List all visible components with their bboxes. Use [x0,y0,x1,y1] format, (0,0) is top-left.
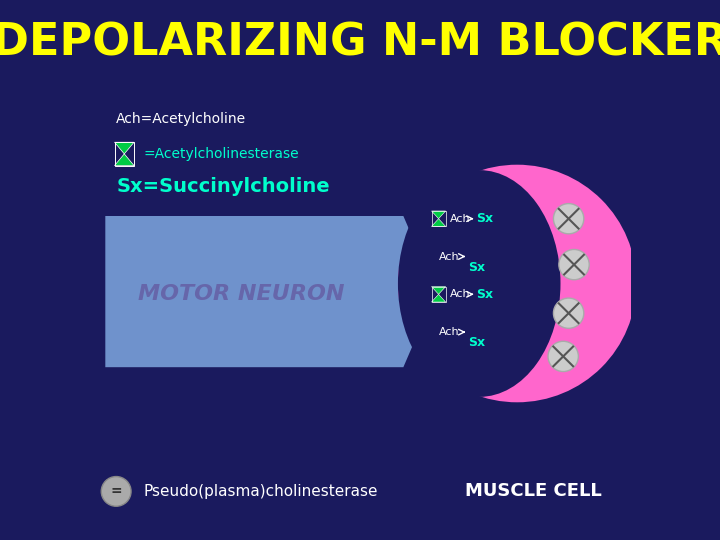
Text: Ach: Ach [438,252,459,261]
Circle shape [554,298,584,328]
Polygon shape [431,294,446,302]
Text: =Acetylcholinesterase: =Acetylcholinesterase [143,147,299,161]
Text: =: = [110,484,122,498]
Text: DEPOLARIZING N-M BLOCKER: DEPOLARIZING N-M BLOCKER [0,22,720,65]
Text: Sx: Sx [469,261,485,274]
Text: Ach: Ach [449,289,470,299]
Ellipse shape [398,170,560,397]
Ellipse shape [102,476,131,507]
Circle shape [548,341,578,372]
Circle shape [398,165,636,402]
Text: Pseudo(plasma)cholinesterase: Pseudo(plasma)cholinesterase [143,484,378,499]
Text: Ach=Acetylcholine: Ach=Acetylcholine [116,112,246,126]
Text: Sx: Sx [477,212,494,225]
Text: Ach: Ach [449,214,470,224]
Polygon shape [105,216,436,367]
Polygon shape [114,142,134,154]
Polygon shape [431,219,446,226]
Polygon shape [431,287,446,294]
Text: Sx: Sx [469,336,485,349]
Polygon shape [114,154,134,166]
Text: Sx=Succinylcholine: Sx=Succinylcholine [116,177,330,196]
Text: MOTOR NEURON: MOTOR NEURON [138,284,344,305]
Text: Sx: Sx [477,288,494,301]
Polygon shape [431,211,446,219]
Text: MUSCLE CELL: MUSCLE CELL [465,482,602,501]
Circle shape [554,204,584,234]
Text: Ach: Ach [438,327,459,337]
Circle shape [559,249,589,280]
